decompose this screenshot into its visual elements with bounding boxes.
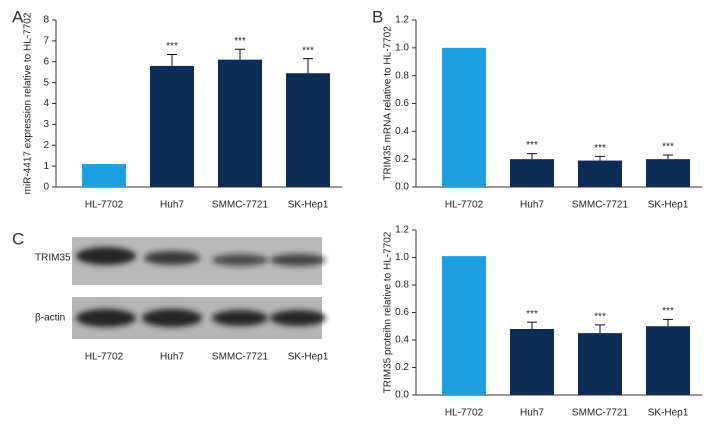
- error-bar: [303, 58, 313, 74]
- bar: [442, 256, 486, 395]
- bar: [510, 159, 554, 187]
- blot-lane-label: HL-7702: [85, 352, 124, 363]
- y-tick-label: 7: [43, 36, 49, 47]
- x-tick-label: HL-7702: [445, 408, 484, 419]
- significance-label: ***: [662, 142, 674, 153]
- significance-label: ***: [526, 309, 538, 320]
- significance-label: ***: [594, 312, 606, 323]
- y-tick-label: 3: [43, 119, 49, 130]
- x-tick-label: SMMC-7721: [572, 200, 629, 211]
- significance-label: ***: [594, 143, 606, 154]
- y-tick-label: 0.2: [395, 154, 409, 165]
- error-bar: [167, 53, 177, 66]
- error-bar: [595, 155, 605, 161]
- bar: [442, 47, 486, 188]
- error-bar: [663, 154, 673, 160]
- x-tick-label: Huh7: [520, 200, 544, 211]
- y-tick-label: 0.2: [395, 362, 409, 373]
- y-axis-label: TRIM35 mRNA relative to HL-7702: [383, 26, 394, 181]
- y-tick-label: 0.4: [395, 126, 409, 137]
- bar: [286, 73, 330, 187]
- x-tick-label: HL-7702: [445, 200, 484, 211]
- x-tick-label: SMMC-7721: [572, 408, 629, 419]
- y-tick-label: 4: [43, 98, 49, 109]
- blot-lane-label: Huh7: [160, 352, 184, 363]
- error-bar: [527, 321, 537, 329]
- x-tick-label: Huh7: [160, 200, 184, 211]
- bar: [510, 329, 554, 395]
- blot-lane-label: SK-Hep1: [288, 352, 329, 363]
- x-tick-label: Huh7: [520, 408, 544, 419]
- bar: [578, 333, 622, 395]
- x-tick-label: HL-7702: [85, 200, 124, 211]
- blot-row-label: TRIM35: [35, 253, 71, 264]
- blot-lane-label: SMMC-7721: [212, 352, 269, 363]
- panel-label: B: [372, 7, 383, 26]
- y-tick-label: 0.0: [395, 182, 409, 193]
- error-bar: [663, 318, 673, 327]
- y-tick-label: 0.4: [395, 335, 409, 346]
- error-bar: [527, 153, 537, 160]
- y-tick-label: 5: [43, 77, 49, 88]
- y-tick-label: 0.8: [395, 280, 409, 291]
- blot-row-label: β-actin: [35, 313, 65, 324]
- y-tick-label: 0.8: [395, 70, 409, 81]
- y-tick-label: 1.0: [395, 252, 409, 263]
- blot-image: [72, 237, 326, 339]
- panel-label: A: [12, 7, 24, 26]
- significance-label: ***: [526, 140, 538, 151]
- y-tick-label: 2: [43, 140, 49, 151]
- panel-label: C: [12, 229, 24, 248]
- bar: [646, 159, 690, 187]
- significance-label: ***: [166, 41, 178, 52]
- y-tick-label: 0.6: [395, 307, 409, 318]
- y-axis-label: TRIM35 proteihn relative to HL-7702: [383, 231, 394, 393]
- significance-label: ***: [302, 45, 314, 56]
- bar: [218, 59, 262, 187]
- x-tick-label: SMMC-7721: [212, 200, 269, 211]
- bar: [578, 160, 622, 187]
- y-tick-label: 6: [43, 56, 49, 67]
- error-bar: [595, 324, 605, 334]
- y-tick-label: 1.0: [395, 42, 409, 53]
- y-tick-label: 1.2: [395, 15, 409, 26]
- error-bar: [235, 48, 245, 60]
- y-tick-label: 0.0: [395, 390, 409, 401]
- significance-label: ***: [234, 36, 246, 47]
- bar: [82, 164, 126, 187]
- y-tick-label: 8: [43, 15, 49, 26]
- x-tick-label: SK-Hep1: [288, 200, 329, 211]
- y-axis-label: miR-4417 expression relative to HL-7702: [23, 12, 34, 194]
- bar: [646, 326, 690, 395]
- x-tick-label: SK-Hep1: [648, 408, 689, 419]
- y-tick-label: 0: [43, 182, 49, 193]
- bar: [150, 65, 194, 187]
- y-tick-label: 0.6: [395, 98, 409, 109]
- x-tick-label: SK-Hep1: [648, 200, 689, 211]
- y-tick-label: 1: [43, 161, 49, 172]
- y-tick-label: 1.2: [395, 225, 409, 236]
- significance-label: ***: [662, 306, 674, 317]
